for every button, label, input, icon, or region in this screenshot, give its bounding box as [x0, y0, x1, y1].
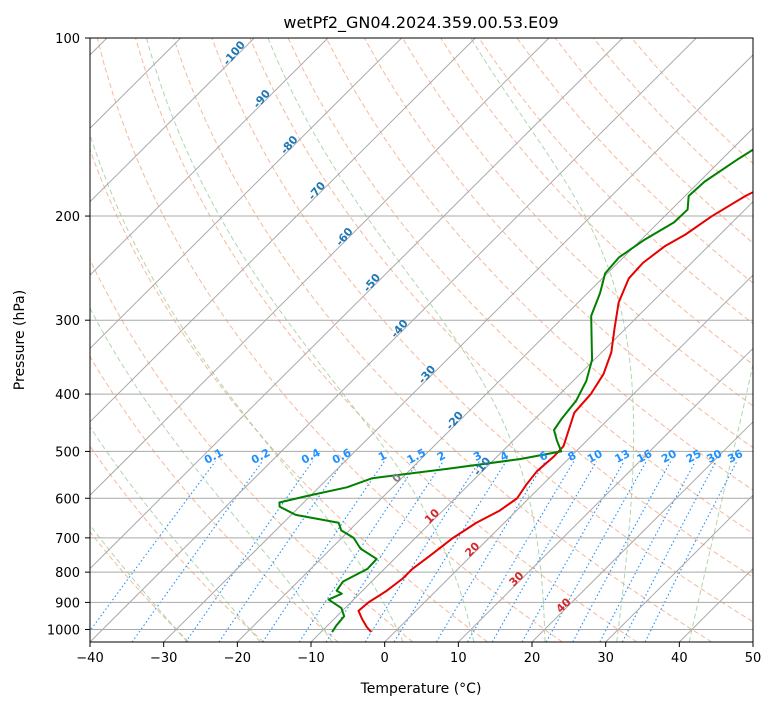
x-axis-label: Temperature (°C) [360, 681, 482, 697]
y-tick-label: 500 [55, 445, 80, 460]
isotherm [90, 38, 697, 642]
dry-adiabat [96, 38, 563, 642]
y-axis-label: Pressure (hPa) [12, 290, 28, 390]
dry-adiabat [90, 355, 339, 642]
moist-adiabat [90, 307, 333, 642]
x-tick-label: 20 [524, 651, 541, 666]
moist-adiabat [90, 133, 404, 642]
y-tick-label: 100 [55, 32, 80, 47]
y-tick-label: 600 [55, 492, 80, 507]
x-tick-label: −10 [297, 651, 324, 666]
isotherm [90, 38, 255, 203]
mixing-ratio-line [644, 461, 738, 642]
moist-adiabat [267, 38, 546, 642]
dry-adiabat [325, 38, 753, 491]
mixing-ratio-line [131, 461, 263, 642]
y-tick-label: 700 [55, 532, 80, 547]
sounding-profiles [278, 148, 753, 633]
dewpoint-profile [278, 148, 753, 633]
y-tick-label: 900 [55, 596, 80, 611]
isotherm [236, 127, 753, 642]
adiabat-lines [90, 38, 775, 642]
mixing-ratio-label: 20 [659, 447, 679, 466]
mixing-ratio-line [364, 461, 480, 642]
moist-adiabat [762, 38, 775, 642]
y-axis-ticks: 100 200 300 400 500 600 700 800 900 1000 [47, 32, 90, 638]
mixing-ratio-line [298, 461, 419, 642]
isotherm-lines [90, 38, 753, 642]
x-tick-label: −40 [76, 651, 103, 666]
x-tick-label: 50 [745, 651, 762, 666]
dry-adiabat [134, 38, 638, 642]
dry-adiabat [440, 38, 753, 366]
isobar-lines [90, 38, 753, 630]
dry-adiabat [211, 38, 753, 623]
isotherm [90, 38, 550, 496]
chart-title: wetPf2_GN04.2024.359.00.53.E09 [283, 13, 558, 33]
mixing-ratio-line [90, 461, 216, 632]
mixing-ratio-line [621, 461, 717, 642]
isotherm [384, 274, 753, 642]
moist-adiabat [145, 38, 475, 642]
x-tick-label: −30 [150, 651, 177, 666]
isotherm [457, 347, 753, 642]
isotherm [605, 494, 753, 642]
isotherm [752, 641, 753, 642]
temperature-profile [357, 191, 753, 633]
y-tick-label: 1000 [47, 623, 80, 638]
moist-adiabat [688, 362, 753, 642]
dry-adiabat [249, 38, 753, 578]
dry-adiabat [90, 531, 190, 642]
mixing-ratio-label: 16 [635, 447, 655, 466]
isotherm [90, 38, 329, 276]
mixing-ratio-line [521, 461, 625, 642]
mixing-ratio-line [599, 461, 696, 642]
mixing-ratio-line [572, 461, 672, 642]
dry-adiabat [516, 38, 753, 284]
mixing-ratio-label: 30 [705, 447, 725, 466]
y-tick-label: 400 [55, 388, 80, 403]
mixing-ratio-label: 13 [613, 447, 633, 466]
x-tick-label: 10 [450, 651, 467, 666]
isotherm [90, 38, 623, 570]
mixing-ratio-line [393, 461, 507, 642]
isotherm [90, 38, 476, 423]
isotherm [531, 421, 753, 642]
mixing-ratio-label: 10 [585, 447, 605, 466]
mixing-ratio-line [545, 461, 647, 642]
dry-adiabat [90, 445, 264, 642]
mixing-ratio-lines [90, 461, 738, 642]
mixing-ratio-label: 36 [725, 447, 745, 466]
x-tick-label: 0 [381, 651, 389, 666]
isotherm [310, 200, 753, 642]
mixing-ratio-line [325, 461, 444, 642]
x-tick-label: 30 [597, 651, 614, 666]
isotherm [163, 54, 753, 642]
moist-adiabat [90, 425, 261, 642]
plot-background [90, 38, 753, 642]
isotherm [90, 38, 402, 350]
dry-adiabat [402, 38, 753, 407]
y-tick-label: 800 [55, 566, 80, 581]
y-tick-label: 200 [55, 210, 80, 225]
dry-adiabat [173, 38, 712, 642]
dry-adiabat [90, 148, 488, 642]
y-tick-label: 300 [55, 314, 80, 329]
x-tick-label: 40 [671, 651, 688, 666]
x-axis-ticks: −40 −30 −20 −10 0 10 20 30 40 50 [76, 642, 761, 666]
mixing-ratio-label: 25 [684, 447, 704, 466]
mixing-ratio-line [262, 461, 385, 642]
x-tick-label: −20 [224, 651, 251, 666]
plot-frame [89, 37, 754, 643]
